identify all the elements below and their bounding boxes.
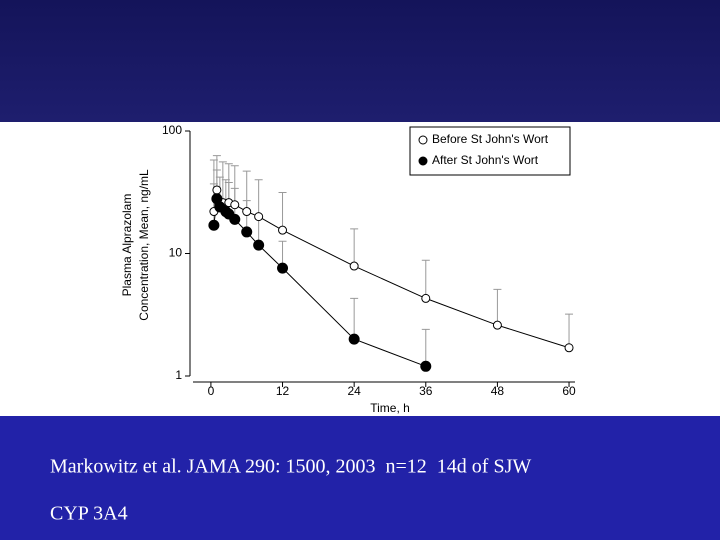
data-point bbox=[241, 226, 253, 238]
data-point bbox=[349, 261, 359, 271]
x-tick-label: 36 bbox=[419, 384, 433, 398]
data-point bbox=[421, 293, 431, 303]
y-axis-label: Plasma Alprazolam bbox=[120, 194, 134, 297]
error-bar bbox=[218, 161, 227, 203]
data-point bbox=[254, 212, 264, 222]
x-axis-label: Time, h bbox=[370, 401, 410, 415]
legend-label: Before St John's Wort bbox=[432, 132, 549, 146]
x-tick-label: 60 bbox=[562, 384, 576, 398]
error-bar bbox=[350, 297, 359, 340]
data-point bbox=[492, 320, 502, 330]
data-point bbox=[348, 333, 360, 345]
data-point bbox=[212, 185, 222, 195]
error-bar bbox=[278, 191, 287, 231]
y-tick-label: 1 bbox=[175, 368, 182, 382]
y-tick-label: 100 bbox=[162, 123, 182, 137]
x-tick-label: 0 bbox=[208, 384, 215, 398]
data-point bbox=[230, 200, 240, 210]
data-point bbox=[420, 360, 432, 372]
x-tick-label: 24 bbox=[347, 384, 361, 398]
legend-label: After St John's Wort bbox=[432, 153, 539, 167]
data-point bbox=[208, 219, 220, 231]
x-tick-label: 48 bbox=[491, 384, 505, 398]
data-point bbox=[242, 207, 252, 217]
x-tick-label: 12 bbox=[276, 384, 290, 398]
error-bar bbox=[350, 228, 359, 267]
data-point bbox=[564, 343, 574, 353]
error-bar bbox=[421, 328, 430, 367]
data-point bbox=[253, 239, 265, 251]
y-tick-label: 10 bbox=[169, 246, 183, 260]
legend-marker bbox=[418, 135, 428, 145]
error-bar bbox=[421, 259, 430, 299]
header-band bbox=[0, 0, 720, 122]
y-axis-label: Concentration, Mean, ng/mL bbox=[137, 169, 151, 321]
error-bar bbox=[565, 313, 574, 348]
error-bar bbox=[493, 288, 502, 326]
data-point bbox=[278, 225, 288, 235]
legend-marker bbox=[418, 156, 428, 166]
legend-box bbox=[409, 126, 571, 176]
footer-band bbox=[0, 416, 720, 540]
data-point bbox=[229, 213, 241, 225]
footer-text: Markowitz et al. JAMA 290: 1500, 2003 n=… bbox=[50, 456, 531, 478]
footer-text: CYP 3A4 bbox=[50, 503, 128, 525]
data-point bbox=[277, 262, 289, 274]
error-bar bbox=[254, 179, 263, 217]
